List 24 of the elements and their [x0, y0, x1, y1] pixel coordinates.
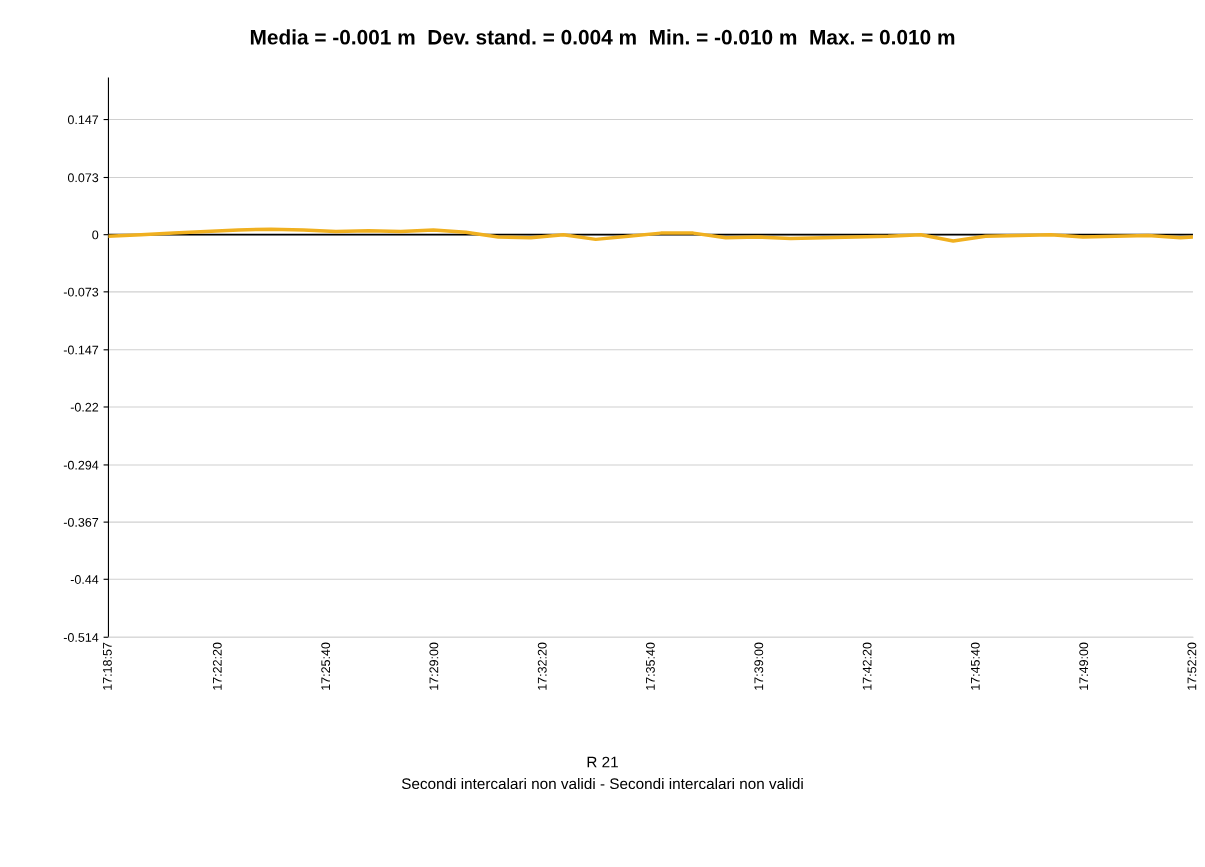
x-tick-label: 17:22:20	[212, 642, 222, 690]
x-tick-label: 17:32:20	[537, 642, 547, 690]
x-tick-label: 17:42:20	[862, 642, 872, 690]
x-tick-label: 17:49:00	[1079, 642, 1089, 690]
x-tick-label: 17:45:40	[970, 642, 980, 690]
x-tick-label: 17:35:40	[645, 642, 655, 690]
x-axis-title: R 21	[587, 756, 618, 768]
y-tick-label: -0.44	[70, 575, 99, 584]
y-tick-label: -0.294	[63, 460, 99, 470]
y-tick-label: -0.073	[63, 287, 99, 297]
x-tick-label: 17:52:20	[1187, 642, 1197, 690]
y-tick-label: -0.22	[70, 402, 99, 412]
x-tick-label: 17:25:40	[321, 642, 331, 690]
y-tick-label: -0.147	[63, 345, 99, 355]
y-tick-label: -0.367	[63, 517, 99, 527]
x-tick-label: 17:18:57	[102, 642, 112, 690]
x-tick-label: 17:29:00	[429, 642, 439, 690]
y-tick-label: 0	[92, 230, 99, 240]
chart-title: Media = -0.001 m Dev. stand. = 0.004 m Min. = -0.010 m Max. = 0.010 m	[250, 29, 955, 45]
text: Secondi intercalari non validi - Secondi intercalari non validi	[401, 777, 803, 790]
y-tick-label: 0.147	[67, 115, 99, 125]
y-tick-label: -0.514	[63, 633, 99, 642]
y-tick-label: 0.073	[67, 173, 99, 183]
x-tick-label: 17:39:00	[754, 642, 764, 690]
